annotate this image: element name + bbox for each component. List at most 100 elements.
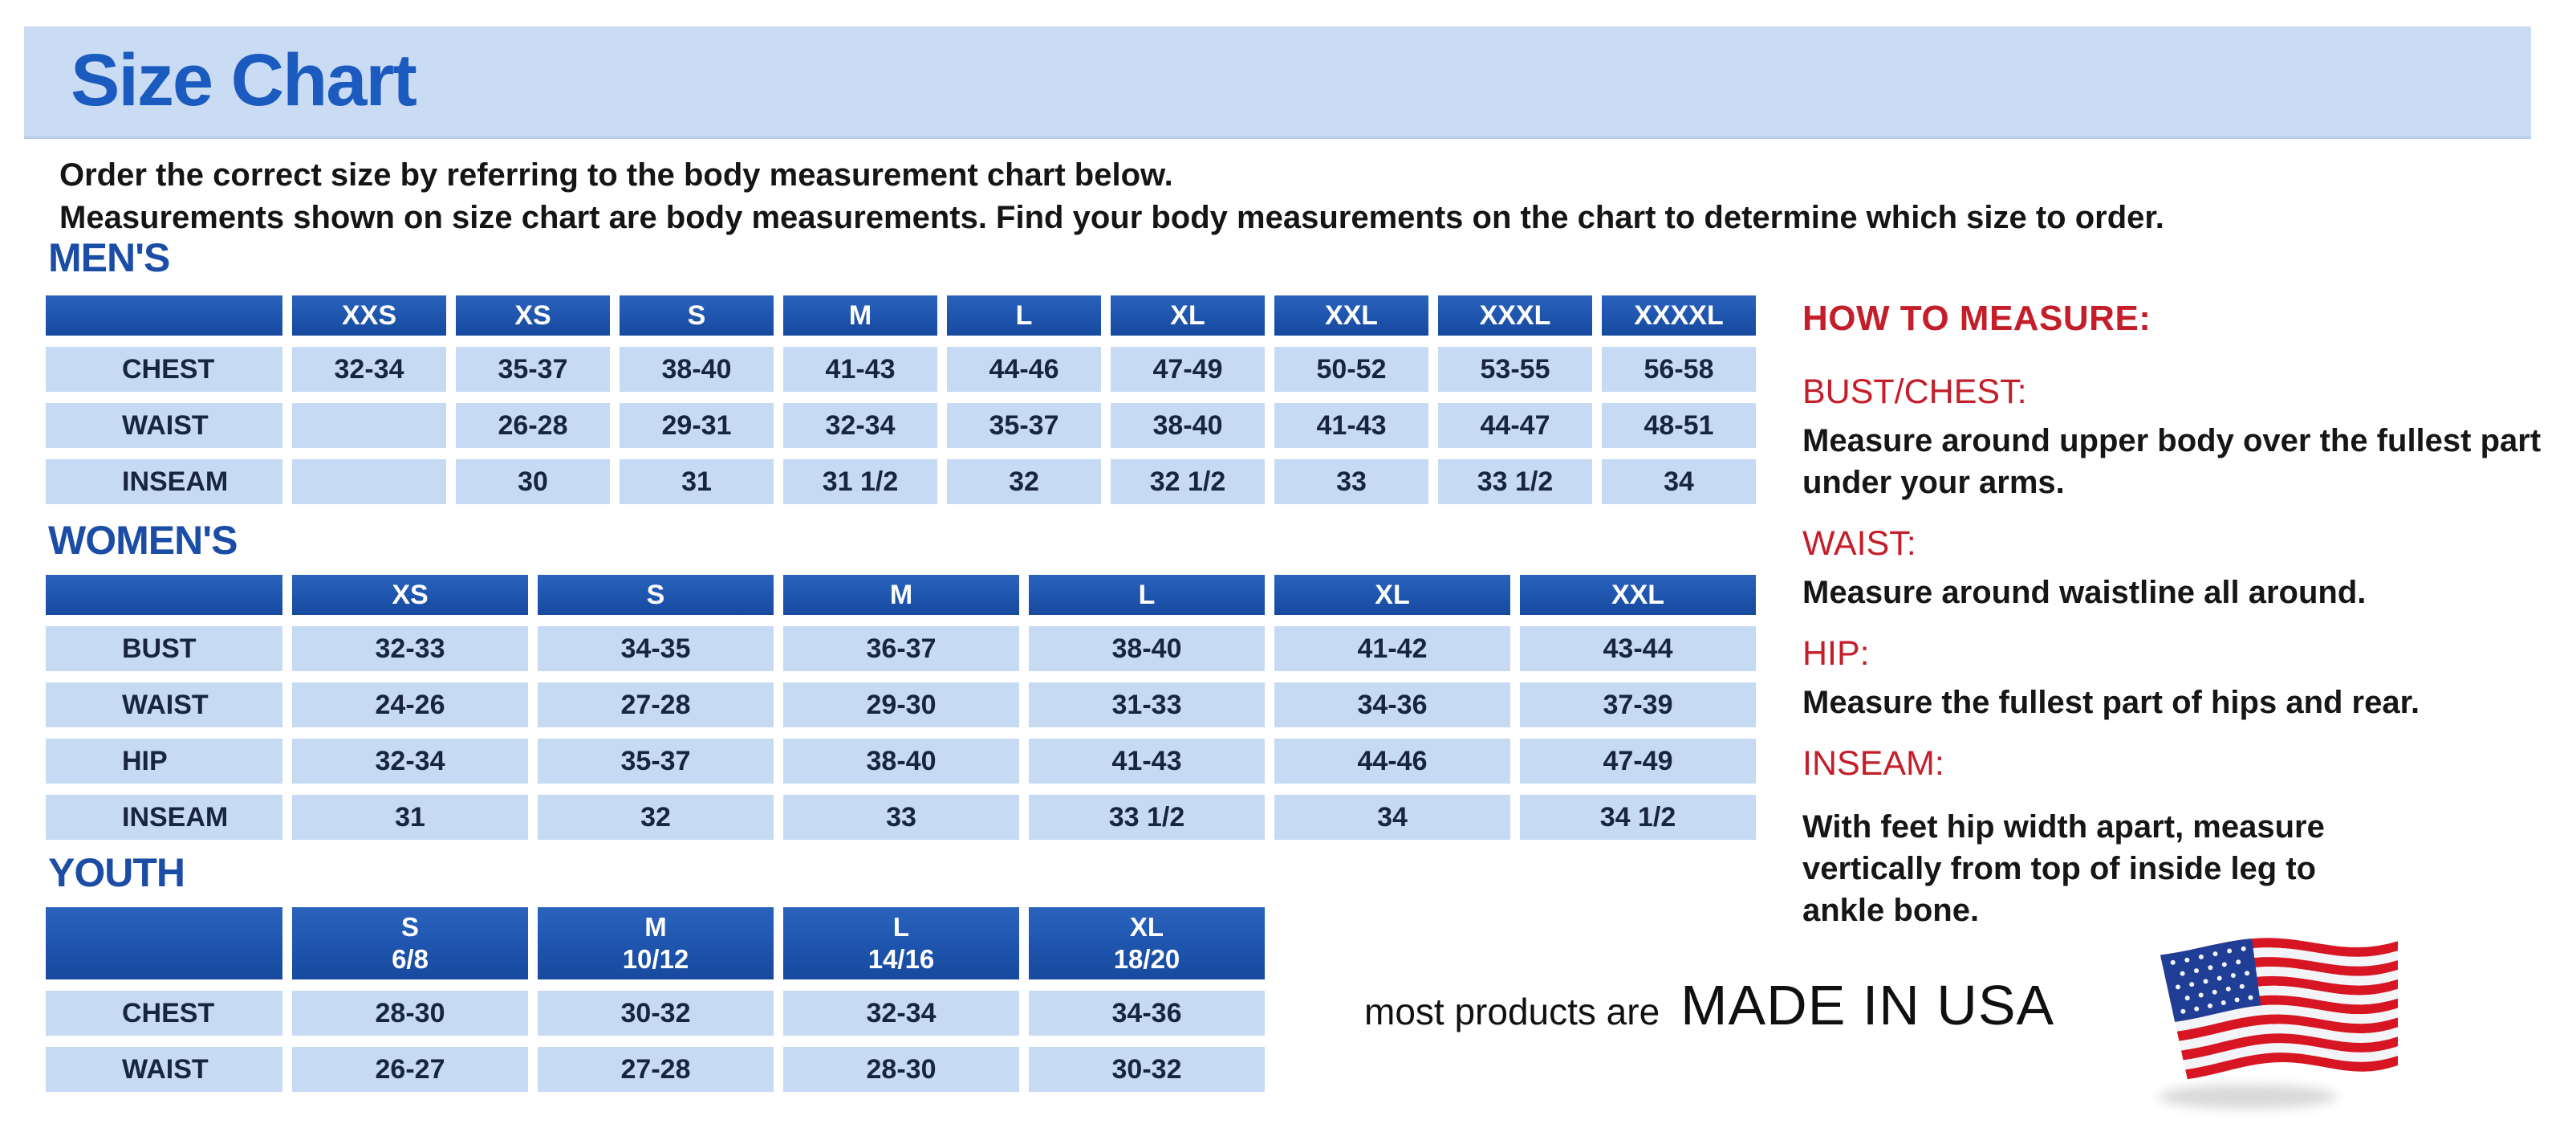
data-cell: 33 1/2 xyxy=(1438,459,1592,504)
table-corner-cell xyxy=(46,907,282,979)
data-cell: 56-58 xyxy=(1602,347,1756,392)
measure-text: Measure around upper body over the fulle… xyxy=(1802,423,2541,500)
measure-text: Measure the fullest part of hips and rea… xyxy=(1802,685,2420,720)
row-label-cell: WAIST xyxy=(46,403,282,448)
row-label-cell: HIP xyxy=(46,739,282,784)
data-cell: 34 xyxy=(1602,459,1756,504)
data-cell: 31-33 xyxy=(1029,682,1265,727)
table-corner-cell xyxy=(46,295,282,336)
size-column-header: XL 18/20 xyxy=(1029,907,1265,979)
data-cell: 27-28 xyxy=(538,1047,774,1092)
measure-item-hip: HIP: Measure the fullest part of hips an… xyxy=(1802,634,2576,723)
data-cell: 41-43 xyxy=(1029,739,1265,784)
measure-item-inseam: INSEAM: With feet hip width apart, measu… xyxy=(1802,744,2576,931)
data-cell: 32 1/2 xyxy=(1111,459,1265,504)
measure-label: HIP: xyxy=(1802,634,1870,673)
data-cell: 43-44 xyxy=(1520,626,1756,671)
data-cell: 35-37 xyxy=(947,403,1101,448)
data-cell: 38-40 xyxy=(620,347,774,392)
intro-text: Order the correct size by referring to t… xyxy=(59,154,2555,239)
data-cell: 29-31 xyxy=(620,403,774,448)
data-cell: 35-37 xyxy=(456,347,610,392)
data-cell: 34-36 xyxy=(1274,682,1510,727)
data-cell: 37-39 xyxy=(1520,682,1756,727)
size-column-header: XXXL xyxy=(1438,295,1592,336)
row-label-cell: WAIST xyxy=(46,682,282,727)
measure-label: BUST/CHEST: xyxy=(1802,373,2027,411)
mens-section-heading: MEN'S xyxy=(48,235,170,280)
size-column-header: XXL xyxy=(1274,295,1428,336)
data-cell: 36-37 xyxy=(783,626,1019,671)
data-cell: 28-30 xyxy=(783,1047,1019,1092)
size-column-header: L xyxy=(947,295,1101,336)
data-cell: 32 xyxy=(538,795,774,840)
measure-item-bust-chest: BUST/CHEST: Measure around upper body ov… xyxy=(1802,373,2576,503)
data-cell: 32-33 xyxy=(292,626,528,671)
size-column-header: M 10/12 xyxy=(538,907,774,979)
womens-section-heading: WOMEN'S xyxy=(48,518,238,563)
data-cell: 41-42 xyxy=(1274,626,1510,671)
data-cell: 28-30 xyxy=(292,991,528,1036)
data-cell: 41-43 xyxy=(783,347,937,392)
data-cell: 47-49 xyxy=(1111,347,1265,392)
youth-section-heading: YOUTH xyxy=(48,850,185,895)
data-cell: 41-43 xyxy=(1274,403,1428,448)
size-column-header: M xyxy=(783,295,937,336)
data-cell: 33 1/2 xyxy=(1029,795,1265,840)
size-column-header: S xyxy=(538,575,774,615)
data-cell: 38-40 xyxy=(1111,403,1265,448)
data-cell: 33 xyxy=(783,795,1019,840)
data-cell: 53-55 xyxy=(1438,347,1592,392)
youth-size-table: S 6/8 M 10/12 L 14/16 XL 18/20 CHEST 28-30 30-… xyxy=(46,907,1265,1092)
row-label-cell: BUST xyxy=(46,626,282,671)
data-cell: 26-28 xyxy=(456,403,610,448)
measure-text: Measure around waistline all around. xyxy=(1802,575,2367,610)
made-in-usa-prefix: most products are xyxy=(1364,991,1660,1032)
data-cell: 32-34 xyxy=(292,739,528,784)
size-column-header: XXS xyxy=(292,295,446,336)
data-cell: 27-28 xyxy=(538,682,774,727)
data-cell: 44-46 xyxy=(947,347,1101,392)
size-column-header: XL xyxy=(1111,295,1265,336)
intro-line-1: Order the correct size by referring to t… xyxy=(59,157,1173,193)
banner: Size Chart xyxy=(24,26,2531,139)
size-column-header: M xyxy=(783,575,1019,615)
data-cell: 32-34 xyxy=(783,991,1019,1036)
size-column-header: L xyxy=(1029,575,1265,615)
size-column-header: S xyxy=(620,295,774,336)
row-label-cell: INSEAM xyxy=(46,459,282,504)
data-cell: 31 1/2 xyxy=(783,459,937,504)
data-cell: 33 xyxy=(1274,459,1428,504)
data-cell: 34 xyxy=(1274,795,1510,840)
made-in-usa-line: most products are MADE IN USA xyxy=(1364,973,2054,1037)
data-cell: 32-34 xyxy=(783,403,937,448)
data-cell: 31 xyxy=(620,459,774,504)
row-label-cell: CHEST xyxy=(46,347,282,392)
data-cell: 38-40 xyxy=(783,739,1019,784)
made-in-usa-text: MADE IN USA xyxy=(1680,974,2055,1036)
size-column-header: S 6/8 xyxy=(292,907,528,979)
data-cell: 50-52 xyxy=(1274,347,1428,392)
womens-size-table: XS S M L XL XXL BUST 32-33 34-35 36-37 38-40 41-42 4… xyxy=(46,575,1756,840)
data-cell: 34-35 xyxy=(538,626,774,671)
data-cell: 29-30 xyxy=(783,682,1019,727)
size-column-header: XL xyxy=(1274,575,1510,615)
data-cell: 44-47 xyxy=(1438,403,1592,448)
measure-label: INSEAM: xyxy=(1802,744,1944,783)
row-label-cell: WAIST xyxy=(46,1047,282,1092)
data-cell: 31 xyxy=(292,795,528,840)
data-cell: 48-51 xyxy=(1602,403,1756,448)
data-cell: 38-40 xyxy=(1029,626,1265,671)
measure-label: WAIST: xyxy=(1802,524,1916,563)
size-column-header: XS xyxy=(456,295,610,336)
page-title: Size Chart xyxy=(71,39,417,121)
size-column-header: XS xyxy=(292,575,528,615)
measure-item-waist: WAIST: Measure around waistline all arou… xyxy=(1802,524,2576,613)
size-column-header: XXXXL xyxy=(1602,295,1756,336)
data-cell: 32 xyxy=(947,459,1101,504)
data-cell: 30 xyxy=(456,459,610,504)
data-cell xyxy=(292,403,446,448)
row-label-cell: CHEST xyxy=(46,991,282,1036)
data-cell: 30-32 xyxy=(1029,1047,1265,1092)
